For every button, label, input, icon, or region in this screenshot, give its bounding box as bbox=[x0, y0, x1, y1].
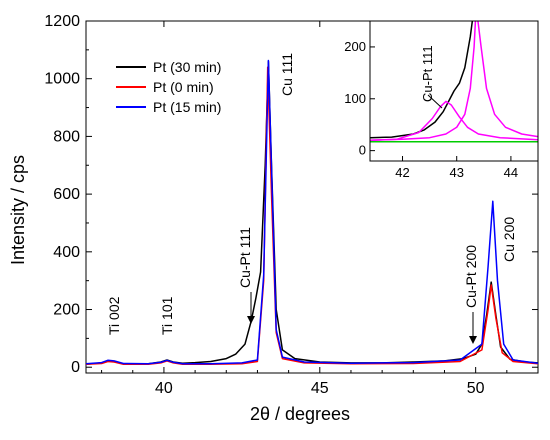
legend-label-pt-0: Pt (0 min) bbox=[153, 79, 214, 95]
legend-label-pt-30: Pt (30 min) bbox=[153, 59, 221, 75]
annotation-ti-101: Ti 101 bbox=[159, 296, 175, 335]
inset-annotation-cu-pt-111: Cu-Pt 111 bbox=[420, 45, 435, 102]
legend: Pt (30 min) Pt (0 min) Pt (15 min) bbox=[116, 59, 221, 115]
main-y-tick-label: 0 bbox=[71, 359, 80, 376]
main-x-tick-label: 50 bbox=[467, 380, 485, 397]
main-y-tick-label: 800 bbox=[53, 128, 80, 145]
legend-label-pt-15: Pt (15 min) bbox=[153, 99, 221, 115]
inset-x-axis-ticks: 42 43 44 bbox=[395, 156, 518, 180]
inset-x-tick-label: 42 bbox=[395, 165, 409, 180]
main-y-tick-label: 400 bbox=[53, 244, 80, 261]
annotation-cu-pt-200: Cu-Pt 200 bbox=[463, 245, 479, 308]
main-series-group bbox=[86, 59, 538, 366]
inset-frame bbox=[369, 20, 539, 162]
inset-y-axis-ticks: 0 100 200 bbox=[344, 39, 375, 158]
inset-y-tick-label: 100 bbox=[344, 91, 366, 106]
main-x-axis-ticks: 40 45 50 bbox=[101, 21, 539, 397]
main-series-line-2 bbox=[86, 59, 538, 365]
main-y-tick-label: 1000 bbox=[44, 71, 80, 88]
main-x-tick-label: 40 bbox=[155, 380, 173, 397]
inset-series-group bbox=[370, 21, 538, 143]
annotation-cu-111: Cu 111 bbox=[279, 53, 295, 96]
main-y-tick-label: 1200 bbox=[44, 13, 80, 30]
x-axis-title: 2θ / degrees bbox=[250, 404, 350, 424]
inset-series-line-2 bbox=[370, 21, 538, 142]
y-axis-title: Intensity / cps bbox=[8, 155, 28, 265]
inset-y-tick-label: 200 bbox=[344, 39, 366, 54]
inset-y-tick-label: 0 bbox=[359, 143, 366, 158]
inset-x-tick-label: 44 bbox=[504, 165, 518, 180]
main-x-tick-label: 45 bbox=[311, 380, 329, 397]
inset-series-line-1 bbox=[370, 100, 538, 142]
inset-arrow-cu-pt-111 bbox=[427, 94, 443, 109]
annotation-ti-002: Ti 002 bbox=[106, 296, 122, 335]
inset-x-tick-label: 43 bbox=[449, 165, 463, 180]
main-y-tick-label: 600 bbox=[53, 186, 80, 203]
main-plot-frame bbox=[85, 20, 539, 374]
annotation-cu-200: Cu 200 bbox=[501, 217, 517, 262]
annotation-cu-pt-111: Cu-Pt 111 bbox=[237, 227, 253, 288]
main-y-tick-label: 200 bbox=[53, 302, 80, 319]
